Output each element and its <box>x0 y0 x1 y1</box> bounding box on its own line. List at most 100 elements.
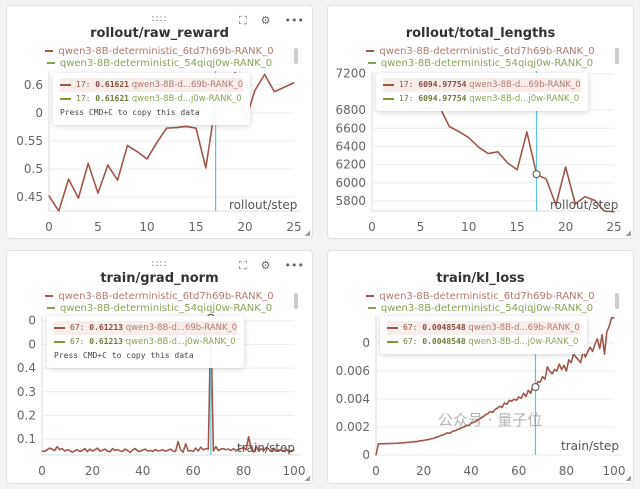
data-point <box>482 416 484 418</box>
data-point <box>91 450 93 452</box>
drag-handle-icon[interactable]: :::: <box>151 14 168 24</box>
data-point <box>142 449 144 451</box>
data-point <box>589 346 591 348</box>
x-tick-label: 20 <box>558 220 573 234</box>
legend-scrollbar[interactable] <box>294 293 298 309</box>
data-point <box>152 450 154 453</box>
x-tick-label: 80 <box>559 464 574 478</box>
data-point <box>81 449 83 452</box>
data-point <box>542 376 544 378</box>
data-point <box>177 440 179 443</box>
data-point <box>205 448 207 450</box>
data-point <box>149 449 151 452</box>
legend-item[interactable]: qwen3-8B-deterministic_54qiqj0w-RANK_0 <box>7 303 312 315</box>
data-point <box>487 152 489 155</box>
x-tick-label: 15 <box>188 220 203 234</box>
data-point <box>117 179 119 181</box>
data-point <box>423 439 425 442</box>
data-point <box>611 317 613 319</box>
data-point <box>132 449 134 451</box>
data-point <box>174 450 177 453</box>
y-tick-label: 0.3 <box>17 385 36 399</box>
gear-icon[interactable]: ⚙ <box>260 14 271 27</box>
data-point <box>558 363 560 365</box>
data-point <box>415 441 418 443</box>
data-point <box>195 447 197 449</box>
data-point <box>506 162 509 164</box>
more-icon[interactable]: ••• <box>284 259 304 272</box>
drag-handle-icon[interactable]: :::: <box>151 259 168 269</box>
data-point <box>180 449 182 451</box>
legend-item[interactable]: qwen3-8B-deterministic_54qiqj0w-RANK_0 <box>328 58 633 70</box>
data-point <box>499 405 501 407</box>
legend-item[interactable]: qwen3-8B-deterministic_54qiqj0w-RANK_0 <box>328 303 633 315</box>
data-point <box>584 356 587 358</box>
resize-handle-icon[interactable]: ◢ <box>304 474 310 482</box>
resize-handle-icon[interactable]: ◢ <box>625 229 631 237</box>
legend-item[interactable]: qwen3-8B-deterministic_6td7h69b-RANK_0 <box>328 291 633 303</box>
data-point <box>472 421 475 424</box>
data-point <box>205 167 207 169</box>
data-point <box>111 448 114 450</box>
fullscreen-icon[interactable]: ⛶ <box>238 259 247 272</box>
data-point <box>449 432 451 434</box>
data-point <box>594 199 596 201</box>
data-point <box>465 424 468 426</box>
data-point <box>408 441 410 443</box>
data-point <box>555 204 557 206</box>
data-point <box>288 451 290 453</box>
data-point <box>494 408 496 411</box>
legend-item[interactable]: qwen3-8B-deterministic_6td7h69b-RANK_0 <box>7 46 312 58</box>
x-tick-label: 80 <box>236 464 251 478</box>
more-icon[interactable]: ••• <box>284 14 304 27</box>
tooltip-row: 17: 0.61621 qwen3-8B-d...69b-RANK_0 <box>60 78 244 92</box>
series-line[interactable] <box>410 106 615 213</box>
resize-handle-icon[interactable]: ◢ <box>625 474 631 482</box>
data-point <box>551 373 553 375</box>
fullscreen-icon[interactable]: ⛶ <box>238 14 247 27</box>
data-point <box>245 449 247 451</box>
data-point <box>126 144 128 147</box>
series-line[interactable] <box>48 71 295 212</box>
data-point <box>119 450 121 452</box>
data-point <box>437 436 439 438</box>
data-point <box>430 438 432 440</box>
data-point <box>43 450 46 453</box>
data-point <box>192 450 194 453</box>
data-point <box>290 449 293 452</box>
legend-scrollbar[interactable] <box>294 48 298 64</box>
data-point <box>217 449 219 452</box>
data-point <box>546 366 548 368</box>
data-point <box>187 450 189 452</box>
data-point <box>468 425 470 427</box>
legend-item[interactable]: qwen3-8B-deterministic_6td7h69b-RANK_0 <box>7 291 312 303</box>
y-tick-label: 6800 <box>335 103 366 117</box>
data-point <box>278 449 280 451</box>
data-point <box>432 437 434 440</box>
y-tick-label: 0.004 <box>336 392 370 406</box>
data-point <box>420 440 422 442</box>
y-tick-label: 0.002 <box>336 420 370 434</box>
data-point <box>237 448 240 450</box>
data-point <box>601 334 603 336</box>
data-point <box>394 442 396 444</box>
data-point <box>413 440 415 443</box>
legend-item[interactable]: qwen3-8B-deterministic_6td7h69b-RANK_0 <box>328 46 633 58</box>
data-point <box>195 127 197 129</box>
data-point <box>280 449 282 452</box>
data-point <box>87 162 89 164</box>
legend-scrollbar[interactable] <box>615 293 619 309</box>
legend-item[interactable]: qwen3-8B-deterministic_54qiqj0w-RANK_0 <box>7 58 312 70</box>
data-point <box>109 451 111 453</box>
gear-icon[interactable]: ⚙ <box>260 259 271 272</box>
data-point <box>84 448 86 450</box>
resize-handle-icon[interactable]: ◢ <box>304 229 310 237</box>
data-point <box>446 432 448 434</box>
data-point <box>549 370 551 372</box>
data-point <box>283 86 285 88</box>
data-point <box>477 146 480 148</box>
data-point <box>520 397 522 399</box>
legend-scrollbar[interactable] <box>615 48 619 64</box>
chart-panel-train-grad_norm: :::: ⛶ ⚙ ••• train/grad_norm qwen3-8B-determ… <box>6 250 313 484</box>
